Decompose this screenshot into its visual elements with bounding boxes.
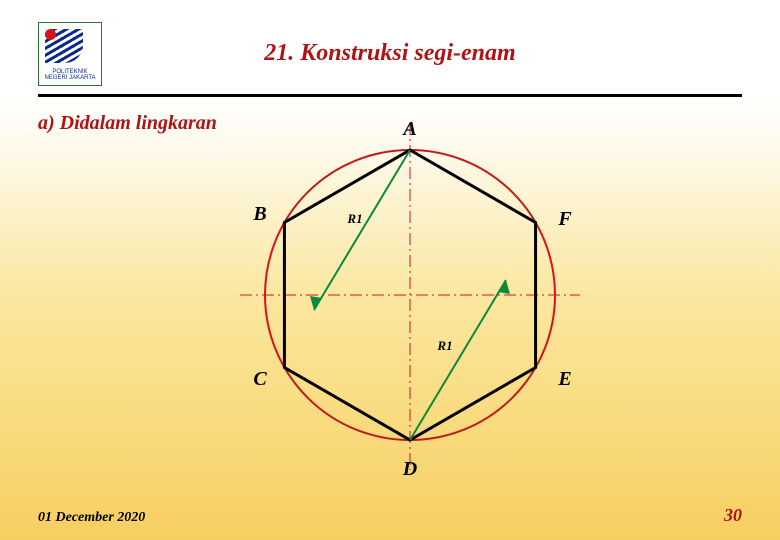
label-f: F (557, 208, 572, 230)
title-rule (38, 94, 742, 97)
footer-date: 01 December 2020 (38, 510, 145, 526)
logo-dot (45, 29, 56, 40)
axis-lines (240, 123, 580, 470)
slide-title: 21. Konstruksi segi-enam (0, 40, 780, 67)
label-e: E (557, 368, 571, 390)
logo-text: POLITEKNIK NEGERI JAKARTA (43, 69, 97, 81)
slide: POLITEKNIK NEGERI JAKARTA 21. Konstruksi… (0, 0, 780, 540)
label-d: D (402, 458, 417, 480)
label-r1-lower: R1 (436, 338, 452, 353)
page-number: 30 (724, 505, 742, 526)
hexagon-diagram: A B C D E F R1 R1 (180, 100, 640, 500)
label-a: A (401, 118, 416, 140)
label-c: C (253, 368, 267, 390)
label-r1-upper: R1 (346, 211, 362, 226)
label-b: B (252, 203, 266, 225)
